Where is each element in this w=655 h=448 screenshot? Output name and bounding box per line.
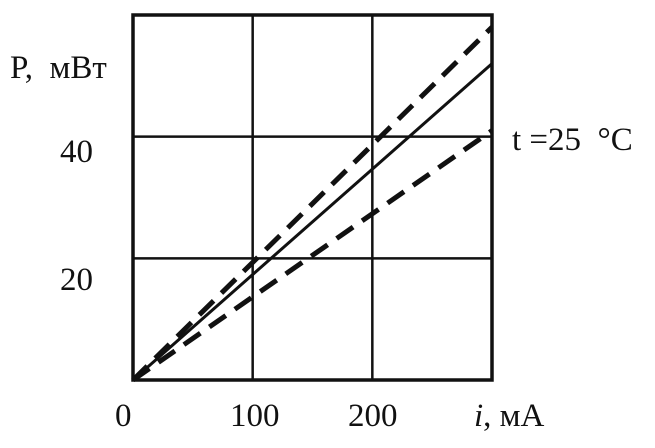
- x-tick-label-100: 100: [230, 398, 280, 434]
- grid: [133, 15, 492, 380]
- y-axis-label: P, мВт: [10, 50, 107, 86]
- x-tick-label-0: 0: [115, 398, 132, 434]
- x-axis-unit: , мА: [483, 398, 544, 434]
- y-tick-label-20: 20: [60, 262, 93, 298]
- series-group: [131, 25, 494, 383]
- temperature-annotation: t =25 °C: [512, 122, 633, 158]
- y-tick-label-40: 40: [60, 134, 93, 170]
- x-tick-label-200: 200: [348, 398, 398, 434]
- dashed-line-series-3: [131, 128, 494, 383]
- dashed-line-series-1: [131, 25, 494, 382]
- plot-frame: [131, 13, 494, 382]
- solid-line-series-2: [132, 62, 493, 382]
- x-axis-label: i, мА: [474, 398, 545, 434]
- x-axis-variable: i: [474, 398, 483, 434]
